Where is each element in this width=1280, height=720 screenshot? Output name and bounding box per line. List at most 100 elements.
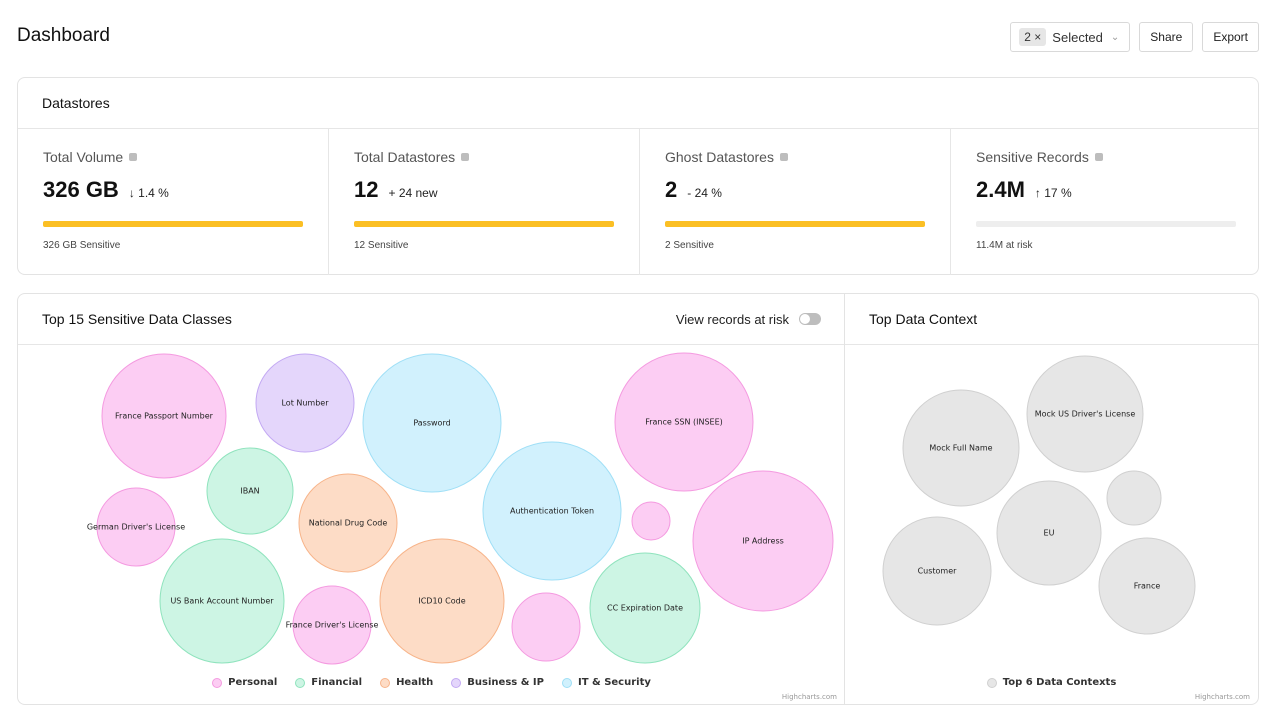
- bubble-label: Authentication Token: [510, 507, 594, 516]
- legend-label: Financial: [311, 677, 363, 688]
- bubble[interactable]: [631, 501, 671, 541]
- datastores-card: Datastores Total Volume 326 GB ↓ 1.4 % 32…: [17, 77, 1259, 275]
- data-context-card: Top Data Context Mock Full Name Mock US D…: [844, 293, 1259, 705]
- legend-marker-icon: [986, 677, 997, 688]
- bubble-label: France Driver's License: [286, 621, 379, 630]
- bubble[interactable]: [298, 473, 398, 573]
- bubble[interactable]: [614, 352, 754, 492]
- context-legend: Top 6 Data Contexts: [845, 677, 1258, 688]
- datastores-title: Datastores: [18, 78, 1258, 129]
- bubble-label: Lot Number: [281, 399, 329, 408]
- stat-label: Total Volume: [43, 149, 124, 165]
- chart-credits[interactable]: Highcharts.com: [1194, 693, 1250, 701]
- legend-label: Business & IP: [467, 677, 544, 688]
- bubble-label: IBAN: [240, 487, 259, 496]
- legend-item[interactable]: Financial: [295, 677, 362, 688]
- bubble-label: IP Address: [742, 537, 784, 546]
- legend-item[interactable]: IT & Security: [561, 677, 651, 688]
- stat-delta: ↓ 1.4 %: [128, 186, 169, 200]
- bubble[interactable]: [1098, 537, 1196, 635]
- stat-delta: + 24 new: [388, 186, 438, 200]
- bubble-label: CC Expiration Date: [607, 604, 683, 613]
- bubble[interactable]: [902, 389, 1020, 507]
- info-icon[interactable]: [461, 153, 470, 161]
- progress-bar: [43, 221, 303, 227]
- records-at-risk-toggle[interactable]: [799, 313, 821, 325]
- progress-fill: [665, 221, 925, 227]
- info-icon[interactable]: [1094, 153, 1103, 161]
- export-button[interactable]: Export: [1202, 22, 1259, 52]
- stat-value: 2: [665, 177, 678, 202]
- bubble[interactable]: [292, 585, 372, 665]
- bubble[interactable]: [255, 353, 355, 453]
- bubble-label: National Drug Code: [309, 519, 388, 528]
- sensitive-classes-bubble-chart: France Passport Number Lot Number Password…: [87, 352, 834, 665]
- legend-marker-icon: [561, 677, 572, 688]
- bubble[interactable]: [1026, 355, 1144, 473]
- bubble-label: German Driver's License: [87, 523, 185, 532]
- chevron-down-icon: ⌄: [1110, 31, 1120, 43]
- progress-bar: [976, 221, 1236, 227]
- stat-delta: - 24 %: [687, 186, 722, 200]
- legend-marker-icon: [295, 677, 306, 688]
- data-context-bubble-chart: Mock Full Name Mock US Driver's License EU…: [882, 355, 1196, 635]
- toggle-label: View records at risk: [675, 311, 789, 327]
- legend-marker-icon: [212, 677, 223, 688]
- stat-label: Total Datastores: [354, 149, 456, 165]
- classes-legend: Personal Financial Health Business & IP IT &…: [18, 677, 845, 688]
- stat-total-datastores: Total Datastores 12 + 24 new 12 Sensitive: [329, 129, 640, 275]
- sensitive-classes-card: Top 15 Sensitive Data Classes View recor…: [17, 293, 845, 705]
- legend-item[interactable]: Personal: [212, 677, 277, 688]
- bubble-label: France: [1134, 582, 1161, 591]
- stat-value: 326 GB: [43, 177, 119, 202]
- records-at-risk-toggle-group: View records at risk: [676, 312, 821, 327]
- legend-item[interactable]: Business & IP: [451, 677, 544, 688]
- bubble-label: Mock Full Name: [929, 444, 992, 453]
- datastore-selector[interactable]: 2 × Selected ⌄: [1010, 22, 1131, 52]
- header-actions: 2 × Selected ⌄ Share Export: [1010, 22, 1259, 52]
- stat-footnote: 11.4M at risk: [976, 240, 1033, 251]
- info-icon[interactable]: [129, 153, 138, 161]
- chart-credits[interactable]: Highcharts.com: [781, 693, 837, 701]
- bubble[interactable]: [159, 538, 285, 664]
- page-title: Dashboard: [17, 25, 110, 46]
- bubble-label: Password: [413, 419, 450, 428]
- legend-label: IT & Security: [577, 677, 651, 688]
- stat-label: Ghost Datastores: [665, 149, 774, 165]
- legend-item[interactable]: Health: [380, 677, 433, 688]
- bubble[interactable]: [379, 538, 505, 664]
- bubble-label: ICD10 Code: [418, 597, 465, 606]
- bubble[interactable]: [1106, 470, 1162, 526]
- bubble[interactable]: [589, 552, 701, 664]
- bubble[interactable]: [482, 441, 622, 581]
- selector-label: Selected: [1052, 29, 1103, 45]
- progress-fill: [43, 221, 303, 227]
- legend-marker-icon: [380, 677, 391, 688]
- bubble[interactable]: [96, 487, 176, 567]
- selection-count-chip[interactable]: 2 ×: [1019, 28, 1047, 46]
- bubble-label: France SSN (INSEE): [645, 418, 723, 427]
- legend-item[interactable]: Top 6 Data Contexts: [986, 677, 1116, 688]
- bubble[interactable]: [101, 353, 227, 479]
- bubble[interactable]: [362, 353, 502, 493]
- share-button[interactable]: Share: [1139, 22, 1194, 52]
- bubble[interactable]: [692, 470, 834, 612]
- stat-delta: ↑ 17 %: [1034, 186, 1072, 200]
- stats-row: Total Volume 326 GB ↓ 1.4 % 326 GB Sensit…: [18, 129, 1258, 275]
- bubble[interactable]: [996, 480, 1102, 586]
- context-title: Top Data Context: [869, 311, 978, 327]
- bubble-label: France Passport Number: [115, 412, 214, 421]
- stat-footnote: 2 Sensitive: [665, 240, 714, 251]
- bubble[interactable]: [206, 447, 294, 535]
- bubble[interactable]: [882, 516, 992, 626]
- progress-fill: [354, 221, 614, 227]
- stat-label: Sensitive Records: [976, 149, 1089, 165]
- stat-sensitive-records: Sensitive Records 2.4M ↑ 17 % 11.4M at ri…: [951, 129, 1261, 275]
- progress-bar: [354, 221, 614, 227]
- info-icon[interactable]: [779, 153, 788, 161]
- stat-total-volume: Total Volume 326 GB ↓ 1.4 % 326 GB Sensit…: [18, 129, 329, 275]
- stat-footnote: 326 GB Sensitive: [43, 240, 121, 251]
- bubble-label: EU: [1044, 529, 1055, 538]
- bubble[interactable]: [511, 592, 581, 662]
- bubble-label: US Bank Account Number: [170, 597, 274, 606]
